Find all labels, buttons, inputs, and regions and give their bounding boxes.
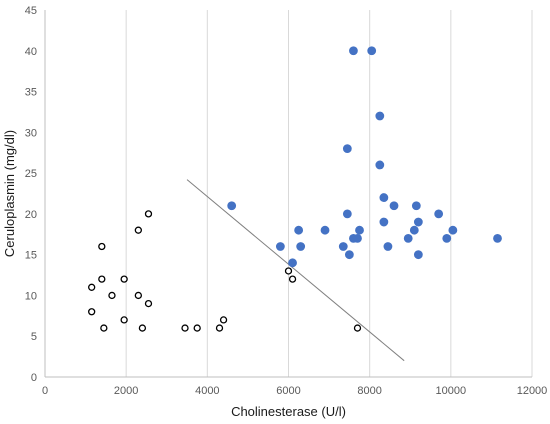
y-tick-label: 40 — [25, 46, 37, 58]
data-point-open — [88, 308, 96, 316]
data-point-filled — [227, 201, 237, 211]
data-point-open — [144, 210, 153, 218]
data-point-filled — [344, 250, 354, 260]
data-point-filled — [375, 160, 385, 170]
x-tick-label: 0 — [42, 385, 48, 397]
data-point-open — [144, 299, 153, 308]
data-point-filled — [413, 250, 423, 260]
data-points — [88, 46, 502, 332]
data-point-filled — [294, 225, 304, 235]
data-point-filled — [338, 242, 348, 251]
x-tick-label: 4000 — [195, 385, 219, 397]
data-point-filled — [375, 111, 385, 121]
x-axis-title: Cholinesterase (U/l) — [231, 404, 346, 419]
data-point-open — [193, 324, 201, 332]
data-point-open — [108, 291, 116, 300]
y-axis-title: Ceruloplasmin (mg/dl) — [2, 130, 17, 257]
y-tick-label: 5 — [31, 331, 37, 343]
x-tick-label: 6000 — [276, 385, 300, 397]
data-point-filled — [353, 233, 362, 243]
data-point-filled — [411, 201, 421, 211]
data-point-filled — [442, 233, 452, 243]
y-tick-label: 30 — [25, 127, 37, 139]
y-tick-label: 45 — [25, 5, 37, 17]
data-point-open — [219, 316, 228, 324]
data-point-open — [284, 267, 293, 275]
data-point-open — [98, 275, 106, 283]
y-tick-label: 15 — [25, 250, 37, 262]
data-point-filled — [379, 217, 389, 227]
data-point-open — [98, 242, 106, 251]
separator-line — [186, 179, 405, 362]
tick-labels: 0 2000 4000 6000 8000 10000 12000 0 5 10 15 20 25 30 3… — [25, 5, 548, 397]
data-point-filled — [288, 258, 297, 268]
data-point-open — [120, 316, 128, 324]
data-point-open — [134, 226, 142, 234]
x-tick-label: 2000 — [114, 385, 138, 397]
y-tick-label: 35 — [25, 87, 37, 99]
data-point-open — [353, 324, 362, 332]
grid-lines — [125, 10, 533, 377]
data-point-open — [138, 324, 147, 332]
axes — [44, 10, 532, 378]
data-point-open — [215, 324, 224, 332]
y-tick-label: 10 — [25, 290, 37, 302]
data-point-filled — [403, 233, 413, 243]
data-point-open — [120, 275, 128, 283]
data-point-open — [100, 324, 108, 332]
data-point-filled — [383, 242, 393, 251]
data-point-open — [88, 283, 96, 291]
x-tick-label: 8000 — [357, 385, 381, 397]
data-point-filled — [320, 225, 330, 235]
data-point-filled — [389, 201, 399, 211]
data-point-open — [288, 275, 297, 283]
data-point-filled — [379, 193, 389, 202]
y-tick-label: 20 — [25, 209, 37, 221]
data-point-filled — [448, 225, 458, 235]
data-point-open — [134, 291, 142, 300]
data-point-filled — [367, 46, 377, 56]
data-point-filled — [434, 209, 444, 219]
y-tick-label: 0 — [31, 372, 37, 384]
data-point-filled — [409, 225, 419, 235]
y-tick-label: 25 — [25, 168, 37, 180]
data-point-open — [181, 324, 189, 332]
data-point-filled — [349, 46, 358, 56]
data-point-filled — [342, 209, 352, 219]
data-point-filled — [493, 233, 502, 243]
x-tick-label: 10000 — [436, 385, 467, 397]
data-point-filled — [413, 217, 423, 227]
x-tick-label: 12000 — [517, 385, 548, 397]
data-point-filled — [342, 144, 352, 154]
data-point-filled — [296, 242, 306, 251]
data-point-filled — [275, 242, 285, 251]
data-point-filled — [355, 225, 364, 235]
